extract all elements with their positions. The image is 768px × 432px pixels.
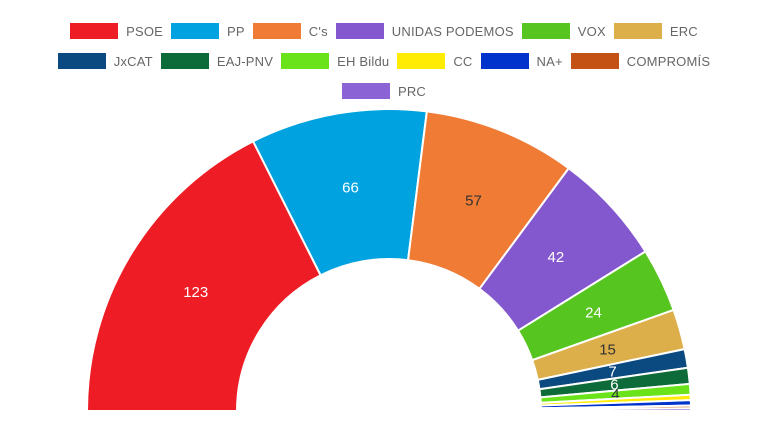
legend-swatch [160, 53, 209, 69]
legend-label: PP [227, 23, 245, 39]
legend-label: EH Bildu [337, 53, 390, 69]
legend-row: JxCAT EAJ-PNV EH Bildu CC NA+ COMPROMÍS [0, 50, 768, 72]
legend-item-vox[interactable]: VOX [521, 20, 606, 42]
data-label-psoe: 123 [183, 284, 208, 301]
legend-item-na[interactable]: NA+ [480, 50, 563, 72]
legend-swatch [57, 53, 106, 69]
legend-item-prc[interactable]: PRC [341, 80, 427, 102]
legend-row: PSOE PP C's UNIDAS PODEMOS VOX ERC [0, 20, 768, 42]
legend-item-jxcat[interactable]: JxCAT [57, 50, 153, 72]
legend-item-eh-bildu[interactable]: EH Bildu [281, 50, 389, 72]
legend-label: PRC [397, 83, 427, 99]
segment-prc[interactable] [539, 407, 693, 412]
legend-swatch [570, 53, 619, 69]
legend-swatch [397, 53, 446, 69]
legend-label: VOX [577, 23, 606, 39]
legend-label: PSOE [126, 23, 164, 39]
legend-swatch [70, 23, 119, 39]
legend-label: EAJ-PNV [216, 53, 274, 69]
legend-swatch [281, 53, 330, 69]
legend-label: COMPROMÍS [626, 53, 711, 69]
legend-item-psoe[interactable]: PSOE [70, 20, 163, 42]
legend-swatch [521, 23, 570, 39]
legend-item-c-s[interactable]: C's [252, 20, 328, 42]
legend-swatch [341, 83, 390, 99]
legend-item-erc[interactable]: ERC [613, 20, 698, 42]
data-label-eaj-pnv: 6 [610, 377, 618, 394]
data-label-eh-bildu: 4 [611, 387, 619, 404]
legend-row: PRC [0, 80, 768, 102]
legend-swatch [252, 23, 301, 39]
legend-label: JxCAT [113, 53, 153, 69]
data-label-c-s: 57 [465, 192, 482, 209]
legend-label: UNIDAS PODEMOS [391, 23, 514, 39]
legend-swatch [171, 23, 220, 39]
legend-item-pp[interactable]: PP [171, 20, 245, 42]
segment-psoe[interactable] [85, 139, 322, 412]
legend-label: ERC [669, 23, 698, 39]
legend-item-unidas-podemos[interactable]: UNIDAS PODEMOS [335, 20, 514, 42]
legend-item-comprom-s[interactable]: COMPROMÍS [570, 50, 711, 72]
data-label-unidas-podemos: 42 [548, 249, 565, 266]
legend-swatch [335, 23, 384, 39]
legend-swatch [613, 23, 662, 39]
legend-label: NA+ [536, 53, 563, 69]
data-label-pp: 66 [342, 179, 359, 196]
legend-swatch [480, 53, 529, 69]
data-label-erc: 15 [599, 342, 616, 359]
data-label-jxcat: 7 [608, 363, 616, 380]
legend-item-eaj-pnv[interactable]: EAJ-PNV [160, 50, 274, 72]
data-label-vox: 24 [585, 305, 602, 322]
legend-label: CC [453, 53, 473, 69]
legend-item-cc[interactable]: CC [397, 50, 472, 72]
legend-label: C's [308, 23, 328, 39]
legend: PSOE PP C's UNIDAS PODEMOS VOX ERC JxCAT EAJ-PN… [0, 20, 768, 102]
